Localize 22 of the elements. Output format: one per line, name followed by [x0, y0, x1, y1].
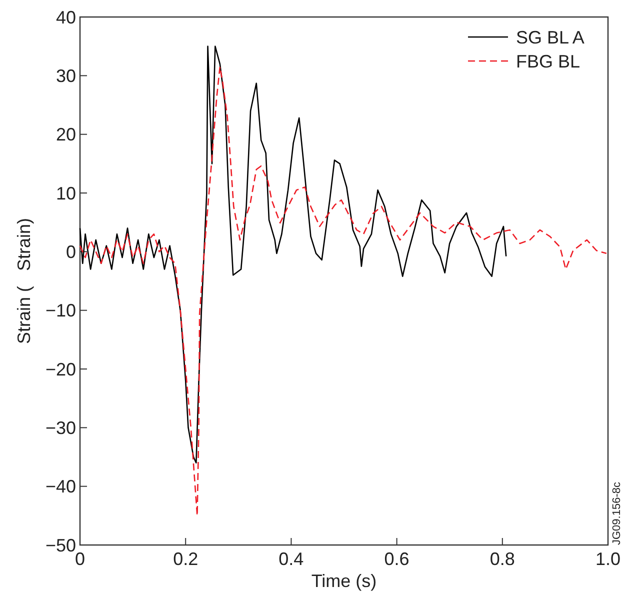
legend-label: SG BL A	[516, 27, 584, 48]
y-tick-label: 0	[66, 242, 76, 262]
x-tick-label: 0.6	[384, 549, 410, 569]
legend-label: FBG BL	[516, 51, 580, 72]
y-tick-label: −50	[45, 535, 76, 556]
y-tick-label: −40	[45, 476, 76, 497]
y-tick-label: 20	[56, 124, 76, 145]
y-tick-label: −10	[45, 300, 76, 321]
y-tick-label: 10	[56, 183, 76, 204]
y-tick-label: −30	[45, 418, 76, 438]
y-tick-label: 30	[56, 66, 76, 86]
line-series	[79, 46, 507, 464]
y-axis-title: Strain ( Strain)	[14, 218, 34, 344]
text: JG09.156-8c	[611, 482, 623, 545]
x-axis-title: Time (s)	[311, 571, 377, 591]
x-tick-label: 0.4	[278, 549, 304, 569]
line-series	[79, 66, 608, 516]
y-tick-label: 40	[56, 7, 76, 28]
x-tick-label: 0.2	[173, 549, 198, 569]
y-tick-label: −20	[45, 359, 76, 380]
x-tick-label: 0.8	[490, 549, 515, 569]
x-tick-label: 1.0	[595, 549, 621, 569]
